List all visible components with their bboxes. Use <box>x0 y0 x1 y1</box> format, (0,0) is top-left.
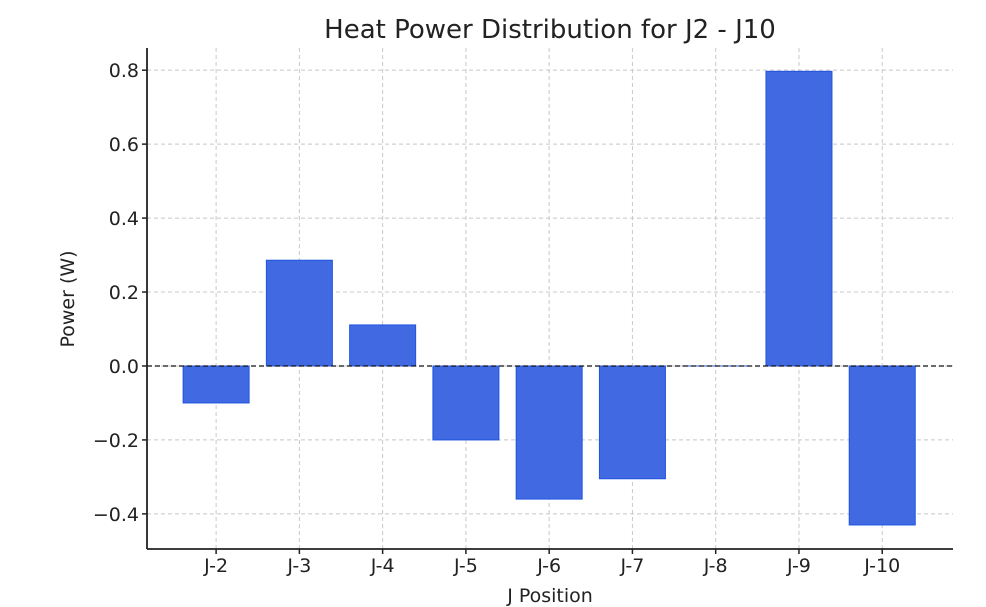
axes <box>146 48 953 550</box>
x-tick-label: J-2 <box>203 555 228 577</box>
y-tick-label: 0.6 <box>109 134 139 156</box>
bar-J-10 <box>848 365 916 526</box>
bar-J-6 <box>515 365 583 500</box>
x-tick-label: J-7 <box>619 555 644 577</box>
y-tick-label: 0.2 <box>109 282 139 304</box>
x-tick-label: J-9 <box>786 555 811 577</box>
bar-J-9 <box>765 70 833 367</box>
x-tick-label: J-4 <box>370 555 395 577</box>
x-tick-label: J-3 <box>286 555 311 577</box>
y-axis-label: Power (W) <box>57 250 79 347</box>
y-tick-label: 0.8 <box>109 60 139 82</box>
bar-J-7 <box>598 365 666 480</box>
y-tick-label: 0.4 <box>109 208 139 230</box>
x-tick-label: J-5 <box>453 555 478 577</box>
bar-J-3 <box>265 259 333 367</box>
x-tick-label: J-8 <box>703 555 728 577</box>
x-tick-label: J-10 <box>863 555 900 577</box>
y-tick-label: −0.4 <box>93 504 139 526</box>
x-tick-label: J-6 <box>536 555 561 577</box>
x-axis-label: J Position <box>506 585 593 607</box>
bar-J-5 <box>432 365 500 441</box>
chart-title: Heat Power Distribution for J2 - J10 <box>324 15 776 45</box>
y-tick-label: −0.2 <box>93 430 139 452</box>
bar-J-4 <box>349 324 417 367</box>
bars <box>182 70 916 526</box>
bar-J-2 <box>182 365 250 404</box>
ticks: −0.4 −0.2 0.0 0.2 0.4 0.6 0.8 J-2 J-3 J-4 J-5 J-6 J-… <box>93 60 900 577</box>
y-tick-label: 0.0 <box>109 356 139 378</box>
